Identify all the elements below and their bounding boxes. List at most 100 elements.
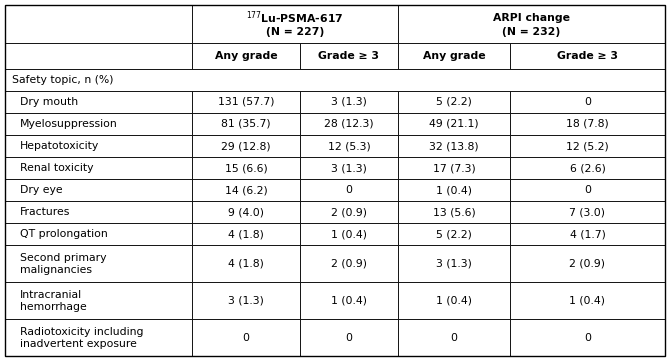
Text: 1 (0.4): 1 (0.4) <box>436 296 472 306</box>
Text: 0: 0 <box>243 333 249 342</box>
Text: 32 (13.8): 32 (13.8) <box>429 141 479 151</box>
Bar <box>300 113 398 135</box>
Text: 1 (0.4): 1 (0.4) <box>331 229 367 239</box>
Bar <box>510 319 665 356</box>
Bar <box>510 43 665 69</box>
Text: 0: 0 <box>346 333 352 342</box>
Bar <box>5 282 192 319</box>
Bar <box>192 113 300 135</box>
Bar <box>510 201 665 223</box>
Text: Dry mouth: Dry mouth <box>20 97 78 107</box>
Bar <box>510 223 665 245</box>
Text: 12 (5.2): 12 (5.2) <box>566 141 609 151</box>
Bar <box>5 43 192 69</box>
Bar <box>300 201 398 223</box>
Text: 6 (2.6): 6 (2.6) <box>570 163 606 173</box>
Bar <box>398 113 510 135</box>
Bar <box>192 201 300 223</box>
Bar <box>5 179 192 201</box>
Text: 81 (35.7): 81 (35.7) <box>221 119 271 129</box>
Text: 18 (7.8): 18 (7.8) <box>566 119 609 129</box>
Bar <box>192 282 300 319</box>
Bar <box>300 91 398 113</box>
Bar <box>300 157 398 179</box>
Bar <box>398 157 510 179</box>
Bar <box>398 245 510 282</box>
Text: 7 (3.0): 7 (3.0) <box>570 207 606 217</box>
Text: 13 (5.6): 13 (5.6) <box>433 207 476 217</box>
Text: Dry eye: Dry eye <box>20 185 62 195</box>
Text: 0: 0 <box>450 333 458 342</box>
Text: 1 (0.4): 1 (0.4) <box>436 185 472 195</box>
Bar <box>5 245 192 282</box>
Text: 0: 0 <box>584 97 591 107</box>
Bar <box>5 91 192 113</box>
Text: Radiotoxicity including
inadvertent exposure: Radiotoxicity including inadvertent expo… <box>20 327 143 348</box>
Bar <box>398 201 510 223</box>
Text: 2 (0.9): 2 (0.9) <box>570 258 606 269</box>
Bar <box>192 157 300 179</box>
Text: $^{177}$Lu-PSMA-617: $^{177}$Lu-PSMA-617 <box>247 10 344 26</box>
Text: Hepatotoxicity: Hepatotoxicity <box>20 141 99 151</box>
Bar <box>192 223 300 245</box>
Text: Any grade: Any grade <box>423 51 485 61</box>
Text: 5 (2.2): 5 (2.2) <box>436 229 472 239</box>
Text: Myelosuppression: Myelosuppression <box>20 119 118 129</box>
Text: 4 (1.8): 4 (1.8) <box>228 258 264 269</box>
Bar <box>5 5 192 43</box>
Bar <box>510 135 665 157</box>
Bar <box>300 43 398 69</box>
Text: 131 (57.7): 131 (57.7) <box>218 97 274 107</box>
Bar <box>5 223 192 245</box>
Text: Fractures: Fractures <box>20 207 70 217</box>
Text: Any grade: Any grade <box>214 51 277 61</box>
Text: 2 (0.9): 2 (0.9) <box>331 258 367 269</box>
Text: 1 (0.4): 1 (0.4) <box>331 296 367 306</box>
Bar <box>300 245 398 282</box>
Text: 17 (7.3): 17 (7.3) <box>433 163 476 173</box>
Text: 29 (12.8): 29 (12.8) <box>221 141 271 151</box>
Text: 0: 0 <box>346 185 352 195</box>
Bar <box>398 179 510 201</box>
Bar <box>398 91 510 113</box>
Bar <box>510 91 665 113</box>
Text: 28 (12.3): 28 (12.3) <box>324 119 374 129</box>
Bar <box>5 135 192 157</box>
Bar <box>192 91 300 113</box>
Text: 0: 0 <box>584 185 591 195</box>
Text: (N = 232): (N = 232) <box>502 27 561 37</box>
Text: Safety topic, n (%): Safety topic, n (%) <box>12 75 113 85</box>
Text: 4 (1.7): 4 (1.7) <box>570 229 606 239</box>
Text: 1 (0.4): 1 (0.4) <box>570 296 606 306</box>
Bar <box>300 223 398 245</box>
Text: 3 (1.3): 3 (1.3) <box>436 258 472 269</box>
Bar <box>398 135 510 157</box>
Bar <box>5 157 192 179</box>
Text: 0: 0 <box>584 333 591 342</box>
Text: 2 (0.9): 2 (0.9) <box>331 207 367 217</box>
Bar <box>510 282 665 319</box>
Text: 4 (1.8): 4 (1.8) <box>228 229 264 239</box>
Text: 9 (4.0): 9 (4.0) <box>228 207 264 217</box>
Text: 15 (6.6): 15 (6.6) <box>224 163 267 173</box>
Bar <box>300 179 398 201</box>
Bar <box>398 319 510 356</box>
Bar <box>398 5 665 43</box>
Bar <box>192 5 398 43</box>
Bar <box>398 282 510 319</box>
Text: 14 (6.2): 14 (6.2) <box>224 185 267 195</box>
Text: QT prolongation: QT prolongation <box>20 229 108 239</box>
Text: 3 (1.3): 3 (1.3) <box>331 97 367 107</box>
Text: Grade ≥ 3: Grade ≥ 3 <box>318 51 379 61</box>
Text: 12 (5.3): 12 (5.3) <box>328 141 371 151</box>
Bar <box>300 282 398 319</box>
Text: ARPI change: ARPI change <box>493 13 570 23</box>
Bar <box>192 179 300 201</box>
Bar <box>5 113 192 135</box>
Bar <box>300 319 398 356</box>
Bar <box>5 201 192 223</box>
Text: Second primary
malignancies: Second primary malignancies <box>20 252 107 275</box>
Text: 3 (1.3): 3 (1.3) <box>331 163 367 173</box>
Text: Grade ≥ 3: Grade ≥ 3 <box>557 51 618 61</box>
Bar <box>300 135 398 157</box>
